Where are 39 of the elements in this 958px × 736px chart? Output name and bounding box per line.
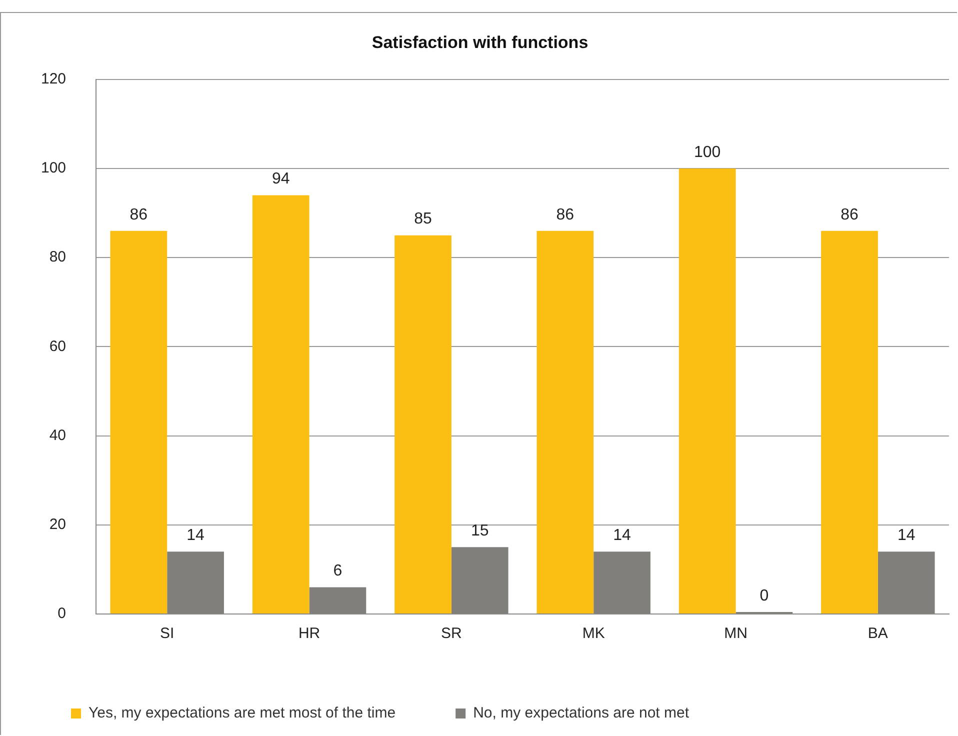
data-label: 14 [186,527,205,544]
x-tick-label: SI [160,625,174,642]
data-label: 0 [760,587,769,604]
bar [252,195,310,614]
bar [536,230,594,614]
x-tick-label: HR [298,625,320,642]
y-tick-label: 80 [49,248,66,266]
data-label: 100 [694,144,721,161]
data-label: 14 [613,527,632,544]
x-tick-label: BA [868,625,888,642]
y-tick-label: 60 [49,338,66,355]
data-label: 14 [897,527,916,544]
data-label: 94 [272,170,290,188]
data-label: 86 [556,206,574,224]
x-tick-label: SR [441,625,462,642]
legend-label: No, my expectations are not met [473,704,690,722]
x-tick-label: MK [582,625,605,642]
data-label: 86 [130,206,148,224]
bar [821,230,878,614]
y-tick-label: 120 [40,70,66,88]
data-label: 6 [333,562,342,580]
legend-label: Yes, my expectations are met most of the time [88,704,396,722]
data-label: 85 [414,210,432,228]
bar [110,230,168,614]
bar [309,587,366,614]
y-tick-label: 0 [58,605,66,622]
bar [394,235,452,614]
y-tick-label: 100 [40,160,66,177]
bar [878,552,935,614]
chart-title: Satisfaction with functions [372,32,588,52]
bar [167,552,224,614]
bar [594,552,650,614]
y-tick-label: 20 [49,516,66,534]
x-tick-label: MN [724,625,748,642]
data-label: 86 [840,206,858,224]
bar [451,547,508,614]
data-label: 15 [470,522,489,540]
bar [678,168,736,614]
y-tick-label: 40 [49,426,66,444]
